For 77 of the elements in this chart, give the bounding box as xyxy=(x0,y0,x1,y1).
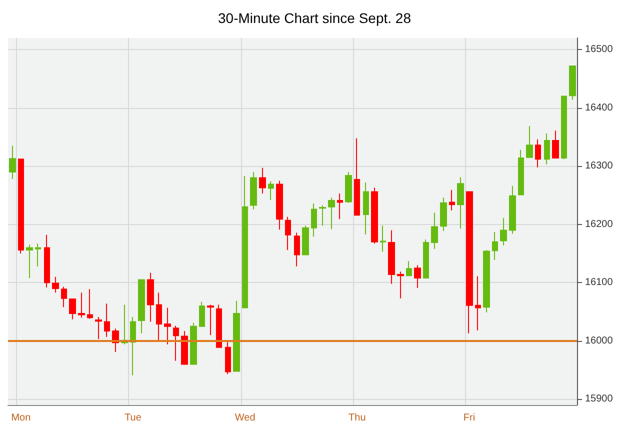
candlestick xyxy=(311,202,317,238)
candlestick xyxy=(130,316,136,376)
candlestick xyxy=(147,272,154,322)
candlestick xyxy=(18,158,24,254)
x-tick-label: Tue xyxy=(124,412,142,424)
candlestick xyxy=(518,149,524,196)
candlestick xyxy=(190,322,197,365)
candlestick xyxy=(509,185,516,234)
candlestick xyxy=(492,231,498,260)
y-tick-label: 15900 xyxy=(585,394,614,405)
y-tick-label: 16200 xyxy=(585,218,614,230)
candlestick xyxy=(44,234,50,288)
chart-title: 30-Minute Chart since Sept. 28 xyxy=(218,10,412,26)
candlestick xyxy=(345,171,352,204)
y-tick-label: 16000 xyxy=(585,335,614,346)
y-tick-label: 16400 xyxy=(585,102,614,114)
candlestick xyxy=(233,300,240,372)
candlestick xyxy=(483,250,490,313)
candlestick xyxy=(104,303,110,338)
candlestick xyxy=(173,325,179,362)
candlestick xyxy=(319,204,326,226)
candlestick xyxy=(52,276,59,294)
candlestick xyxy=(78,292,85,318)
candlestick xyxy=(388,230,395,284)
candlestick xyxy=(181,330,188,365)
candlestick xyxy=(95,316,102,340)
candlestick xyxy=(259,167,266,194)
candlestick xyxy=(561,96,567,160)
candlestick xyxy=(26,244,33,279)
candlestick xyxy=(61,286,67,308)
y-tick-label: 16500 xyxy=(585,44,614,56)
candlestick xyxy=(69,298,76,320)
candlestick xyxy=(216,304,222,348)
candlestick xyxy=(414,264,421,288)
candlestick xyxy=(363,182,369,235)
candlestick xyxy=(449,190,455,211)
candlestick xyxy=(294,232,300,267)
candlestick xyxy=(302,225,309,256)
candlestick xyxy=(397,271,404,299)
candlestick xyxy=(457,176,464,229)
candlestick xyxy=(156,292,162,341)
candlestick xyxy=(164,307,171,345)
candlestick xyxy=(87,288,93,320)
candlestick xyxy=(466,191,473,334)
x-tick-label: Thu xyxy=(348,412,366,424)
candlestick xyxy=(9,145,16,180)
candlestick xyxy=(380,225,386,252)
candlestick xyxy=(475,276,481,331)
candlestick xyxy=(440,197,447,232)
candlestick xyxy=(268,180,274,200)
candlestick xyxy=(423,239,429,279)
candlestick xyxy=(337,193,343,220)
x-tick-label: Mon xyxy=(11,412,31,424)
candlestick xyxy=(431,212,438,250)
candlestick xyxy=(328,197,335,230)
x-tick-label: Wed xyxy=(234,412,256,424)
candlestick xyxy=(225,342,231,375)
candlestick xyxy=(535,138,541,168)
candlestick xyxy=(526,125,533,159)
candlestick xyxy=(569,65,576,100)
candlestick xyxy=(500,218,507,246)
candlestick xyxy=(207,304,214,336)
candlestick xyxy=(199,301,205,327)
candlestick xyxy=(371,187,378,244)
candlestick xyxy=(35,243,41,267)
candlestick xyxy=(276,180,283,230)
candlestick xyxy=(250,171,257,210)
candlestick xyxy=(285,216,291,251)
candlestick xyxy=(544,133,550,165)
y-tick-label: 16100 xyxy=(585,277,614,288)
candlestick xyxy=(406,260,412,276)
x-tick-label: Fri xyxy=(463,412,476,424)
candlestick xyxy=(242,176,248,308)
candlestick xyxy=(138,279,145,334)
candlestick xyxy=(354,138,360,216)
candlestick xyxy=(552,130,559,159)
y-tick-label: 16300 xyxy=(585,160,614,172)
